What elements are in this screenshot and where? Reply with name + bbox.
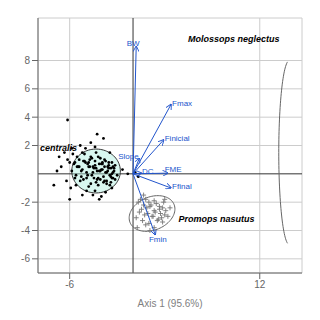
svg-text:Finicial: Finicial [165,134,190,143]
svg-text:Fmax: Fmax [172,99,192,108]
svg-text:4: 4 [24,112,30,123]
svg-text:-6: -6 [65,279,74,290]
svg-text:Ffinal: Ffinal [172,182,192,191]
svg-text:6: 6 [24,83,30,94]
svg-text:Molossops neglectus: Molossops neglectus [188,34,280,44]
svg-text:Slope: Slope [118,152,139,161]
svg-text:-6: -6 [21,253,30,264]
svg-text:Axis 1 (95.6%): Axis 1 (95.6%) [137,298,202,309]
svg-text:BW: BW [127,39,140,48]
svg-text:8: 8 [24,55,30,66]
svg-text:FME: FME [165,165,182,174]
svg-text:Promops nasutus: Promops nasutus [178,214,254,224]
svg-text:-4: -4 [21,225,30,236]
svg-text:Fmin: Fmin [149,235,167,244]
svg-text:12: 12 [254,279,266,290]
svg-text:DC: DC [142,167,154,176]
svg-text:centralis: centralis [40,143,77,153]
svg-text:2: 2 [24,140,30,151]
svg-text:-2: -2 [21,197,30,208]
